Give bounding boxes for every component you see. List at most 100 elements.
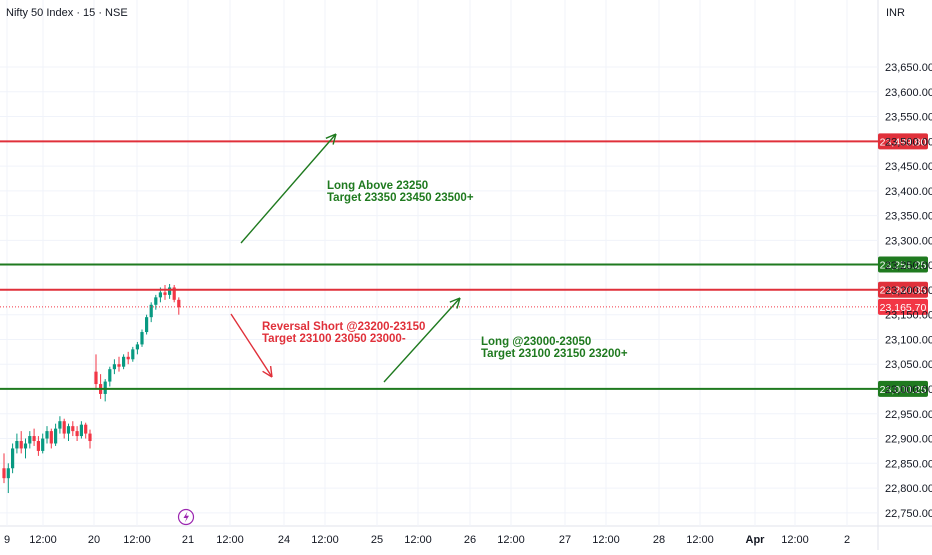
x-tick-label: 2 (844, 534, 850, 546)
x-tick-label: 12:00 (497, 534, 525, 546)
x-tick-label: 27 (559, 534, 571, 546)
annotation-long-range[interactable]: Target 23100 23150 23200+ (481, 348, 628, 360)
x-tick-label: 20 (88, 534, 100, 546)
candle (149, 302, 153, 323)
candle (117, 356, 121, 372)
y-tick-label: 22,950.00 (885, 409, 932, 421)
candle (168, 283, 172, 299)
y-tick-label: 22,850.00 (885, 458, 932, 470)
x-tick-label: 25 (371, 534, 383, 546)
annotation-reversal-short[interactable]: Target 23100 23050 23000- (262, 333, 406, 345)
last-price-tag (878, 298, 928, 315)
x-tick-label: 26 (464, 534, 476, 546)
y-tick-label: 23,350.00 (885, 211, 932, 223)
candle (112, 359, 116, 375)
y-tick-label: 23,500.00 (885, 136, 932, 148)
x-tick-label: 12:00 (216, 534, 244, 546)
x-tick-label: 12:00 (123, 534, 151, 546)
candle (172, 284, 176, 303)
candle (19, 431, 23, 454)
candle (32, 428, 36, 446)
x-tick-label: 12:00 (29, 534, 57, 546)
annotation-long-above[interactable]: Long Above 23250 (327, 180, 428, 192)
long-above-arrow[interactable] (240, 133, 337, 244)
candles-layer (2, 283, 181, 494)
candle (103, 379, 107, 402)
candle (135, 341, 139, 355)
y-tick-label: 23,250.00 (885, 260, 932, 272)
y-tick-label: 23,200.00 (885, 285, 932, 297)
candle (2, 453, 6, 484)
candle (84, 422, 88, 439)
candle (54, 423, 58, 446)
annotation-reversal-short[interactable]: Reversal Short @23200-23150 (262, 321, 425, 333)
y-tick-label: 23,000.00 (885, 384, 932, 396)
y-tick-label: 23,300.00 (885, 235, 932, 247)
candle (140, 329, 144, 347)
arrows-layer (230, 133, 461, 383)
x-tick-label: 12:00 (404, 534, 432, 546)
x-tick-label: 12:00 (686, 534, 714, 546)
candle (49, 428, 53, 449)
levels-layer: 23,499.80 23,251.25 23,200.35 23,000.25 23,1… (0, 133, 928, 397)
x-tick-label: 21 (182, 534, 194, 546)
y-tick-label: 23,600.00 (885, 87, 932, 99)
currency-label: INR (886, 7, 905, 19)
candle (88, 429, 92, 449)
lightning-icon[interactable] (177, 508, 195, 526)
candle (154, 294, 158, 310)
y-tick-label: 23,400.00 (885, 186, 932, 198)
reversal-short-arrow[interactable] (230, 313, 273, 378)
level-price-label: 23,200.35 (880, 285, 927, 297)
annotation-long-above[interactable]: Target 23350 23450 23500+ (327, 192, 474, 204)
x-tick-label: 28 (653, 534, 665, 546)
candle (99, 374, 103, 399)
y-tick-label: 23,450.00 (885, 161, 932, 173)
candle (71, 421, 75, 437)
x-tick-label: Apr (746, 534, 766, 546)
x-tick-label: 12:00 (311, 534, 339, 546)
level-price-tag (878, 256, 928, 273)
candle (58, 416, 62, 434)
long-range-arrow[interactable] (383, 297, 461, 383)
level-price-label: 23,000.25 (880, 384, 927, 396)
candle (122, 354, 126, 370)
level-price-label: 23,251.25 (880, 260, 927, 272)
candle (94, 354, 98, 389)
y-tick-label: 22,900.00 (885, 434, 932, 446)
candle (79, 421, 83, 439)
x-tick-label: 9 (4, 534, 10, 546)
y-tick-label: 23,050.00 (885, 359, 932, 371)
annotation-long-range[interactable]: Long @23000-23050 (481, 336, 591, 348)
candle (131, 346, 135, 362)
candle (108, 366, 112, 387)
y-tick-label: 23,100.00 (885, 334, 932, 346)
x-tick-label: 12:00 (592, 534, 620, 546)
level-price-tag (878, 133, 928, 150)
candle (75, 426, 79, 442)
last-price-label: 23,165.70 (880, 302, 927, 314)
candle (41, 433, 45, 454)
candle (126, 351, 130, 365)
y-tick-label: 23,650.00 (885, 62, 932, 74)
candle (145, 314, 149, 335)
level-price-tag (878, 380, 928, 397)
candle (62, 418, 66, 439)
price-axis[interactable]: 22,750.00 22,800.00 22,850.00 22,900.00 22,9… (885, 62, 932, 520)
candle (6, 463, 10, 494)
candle (66, 423, 71, 442)
y-tick-label: 22,800.00 (885, 483, 932, 495)
candle (15, 433, 19, 454)
time-axis[interactable]: 9 12:00 20 12:00 21 12:00 24 12:00 25 12:00 26 12:0… (4, 534, 850, 546)
level-price-tag (878, 281, 928, 298)
candle (11, 443, 15, 474)
level-price-label: 23,499.80 (880, 136, 927, 148)
x-tick-label: 12:00 (781, 534, 809, 546)
candle (28, 431, 32, 449)
x-tick-label: 24 (278, 534, 290, 546)
candle (177, 297, 181, 315)
